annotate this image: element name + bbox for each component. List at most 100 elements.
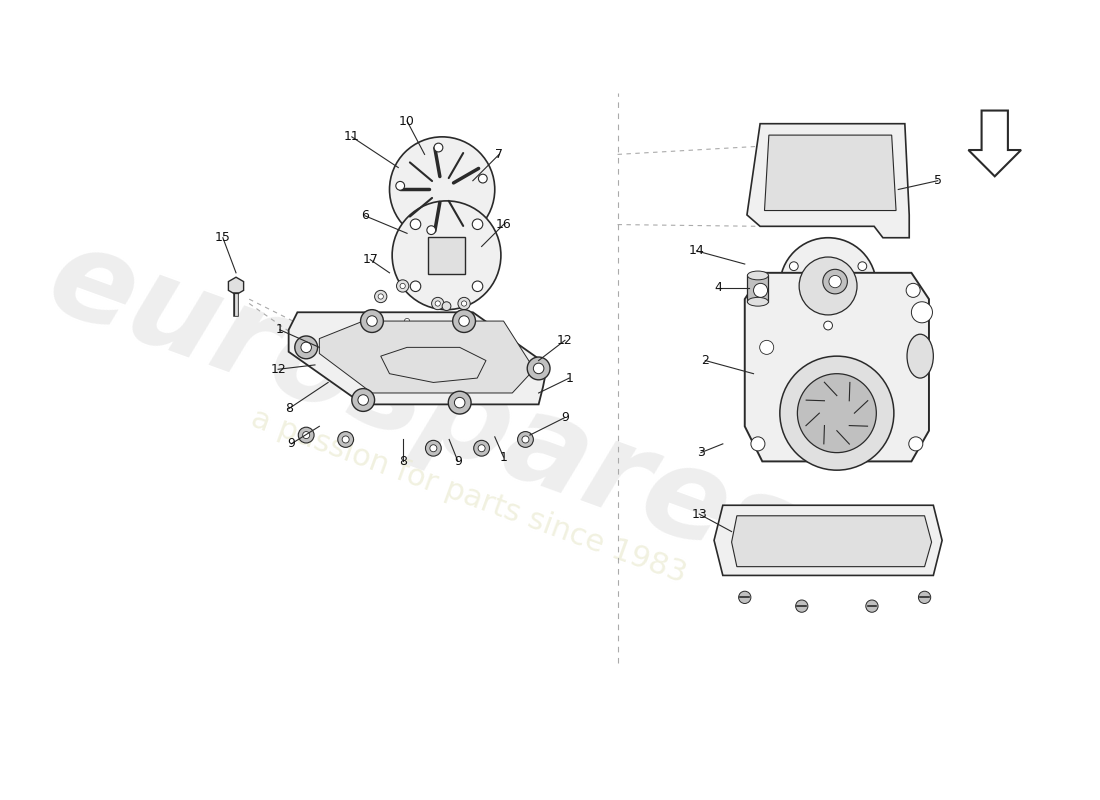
Circle shape	[795, 600, 807, 612]
Circle shape	[738, 591, 751, 603]
Text: 8: 8	[398, 455, 407, 468]
Text: 5: 5	[934, 174, 942, 187]
Circle shape	[338, 431, 353, 447]
Circle shape	[298, 427, 315, 443]
Circle shape	[912, 302, 933, 323]
Circle shape	[527, 357, 550, 380]
Circle shape	[396, 182, 405, 190]
Circle shape	[454, 398, 465, 408]
Circle shape	[472, 281, 483, 291]
Circle shape	[858, 262, 867, 270]
Circle shape	[405, 318, 409, 324]
Text: 12: 12	[557, 334, 573, 347]
Text: 10: 10	[399, 114, 415, 127]
Ellipse shape	[747, 298, 769, 306]
Polygon shape	[288, 312, 548, 404]
Circle shape	[472, 219, 483, 230]
Circle shape	[434, 143, 443, 152]
Circle shape	[396, 280, 409, 292]
Polygon shape	[732, 516, 932, 566]
Text: 16: 16	[496, 218, 512, 231]
Circle shape	[375, 290, 387, 302]
Circle shape	[302, 431, 310, 438]
Text: 12: 12	[271, 362, 286, 376]
Ellipse shape	[908, 334, 933, 378]
Circle shape	[918, 591, 931, 603]
Circle shape	[534, 363, 543, 374]
Circle shape	[449, 391, 471, 414]
Circle shape	[459, 316, 470, 326]
Text: 1: 1	[276, 323, 284, 336]
Polygon shape	[747, 124, 910, 238]
Circle shape	[798, 374, 877, 453]
Polygon shape	[229, 277, 243, 294]
Circle shape	[392, 201, 500, 310]
Circle shape	[909, 437, 923, 451]
Text: 9: 9	[287, 438, 295, 450]
Circle shape	[400, 283, 405, 289]
Bar	[747, 275, 769, 302]
Circle shape	[780, 356, 894, 470]
Text: 15: 15	[214, 231, 231, 244]
Circle shape	[790, 262, 799, 270]
Circle shape	[760, 340, 773, 354]
Circle shape	[474, 440, 490, 456]
Text: 3: 3	[697, 446, 705, 459]
Text: 4: 4	[715, 282, 723, 294]
Polygon shape	[968, 110, 1021, 176]
Circle shape	[442, 302, 451, 310]
Circle shape	[458, 318, 462, 324]
Circle shape	[431, 298, 444, 310]
Circle shape	[522, 436, 529, 443]
Circle shape	[453, 310, 475, 333]
Text: 2: 2	[702, 354, 710, 367]
Text: 9: 9	[454, 455, 462, 468]
Circle shape	[295, 336, 318, 358]
Circle shape	[799, 257, 857, 315]
Polygon shape	[381, 347, 486, 382]
Circle shape	[906, 283, 921, 298]
Circle shape	[780, 238, 877, 334]
Text: 14: 14	[689, 244, 704, 258]
Circle shape	[366, 316, 377, 326]
Circle shape	[342, 436, 349, 443]
Circle shape	[352, 389, 375, 411]
Circle shape	[389, 137, 495, 242]
Polygon shape	[714, 506, 942, 575]
Circle shape	[427, 226, 436, 234]
Polygon shape	[745, 273, 930, 462]
Circle shape	[823, 270, 847, 294]
Circle shape	[866, 600, 878, 612]
Text: 9: 9	[561, 411, 569, 424]
Circle shape	[754, 283, 768, 298]
Text: 1: 1	[565, 371, 573, 385]
Circle shape	[378, 294, 384, 299]
Text: eurospares: eurospares	[33, 217, 816, 601]
Polygon shape	[764, 135, 896, 210]
Circle shape	[361, 310, 384, 333]
Text: 6: 6	[361, 210, 368, 222]
Polygon shape	[319, 321, 535, 393]
Circle shape	[453, 315, 465, 327]
Circle shape	[410, 281, 421, 291]
Text: 11: 11	[344, 130, 360, 143]
Text: a passion for parts since 1983: a passion for parts since 1983	[246, 404, 690, 589]
Circle shape	[436, 301, 440, 306]
Circle shape	[400, 315, 414, 327]
Circle shape	[478, 174, 487, 183]
Circle shape	[824, 321, 833, 330]
Circle shape	[751, 437, 764, 451]
Ellipse shape	[747, 271, 769, 280]
Text: 13: 13	[691, 507, 707, 521]
Circle shape	[461, 301, 466, 306]
Circle shape	[430, 445, 437, 452]
Circle shape	[458, 298, 470, 310]
Circle shape	[478, 445, 485, 452]
Circle shape	[301, 342, 311, 353]
Circle shape	[518, 431, 534, 447]
Circle shape	[410, 219, 421, 230]
Circle shape	[829, 275, 842, 288]
Bar	[428, 237, 465, 274]
Text: 17: 17	[362, 253, 378, 266]
Circle shape	[426, 440, 441, 456]
